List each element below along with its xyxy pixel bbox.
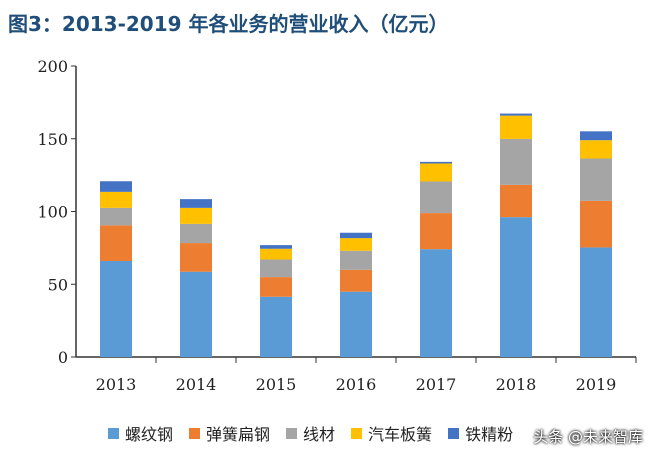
bar-segment-2019-线材 xyxy=(580,158,612,201)
bar-segment-2014-螺纹钢 xyxy=(180,271,212,357)
legend-item: 弹簧扁钢 xyxy=(189,421,270,445)
bar-segment-2013-螺纹钢 xyxy=(100,260,132,357)
bar-segment-2018-线材 xyxy=(500,138,532,185)
bar-segment-2014-弹簧扁钢 xyxy=(180,243,212,272)
bar-segment-2013-铁精粉 xyxy=(100,181,132,192)
bar-segment-2013-线材 xyxy=(100,207,132,226)
bar-segment-2019-弹簧扁钢 xyxy=(580,200,612,248)
legend-item: 铁精粉 xyxy=(448,421,513,445)
legend-label: 螺纹钢 xyxy=(125,425,174,444)
watermark: 头条 @未来智库 xyxy=(533,428,643,446)
y-tick-label: 150 xyxy=(37,130,68,149)
x-tick-label: 2019 xyxy=(576,375,617,394)
legend-label: 汽车板簧 xyxy=(368,425,433,444)
bar-segment-2013-弹簧扁钢 xyxy=(100,225,132,261)
legend: 螺纹钢 弹簧扁钢 线材 汽车板簧 铁精粉 xyxy=(108,421,513,445)
bar-segment-2018-螺纹钢 xyxy=(500,217,532,357)
bar-segment-2016-线材 xyxy=(340,250,372,270)
x-tick-label: 2016 xyxy=(336,375,377,394)
bar-segment-2015-汽车板簧 xyxy=(260,248,292,260)
y-tick-label: 100 xyxy=(37,203,68,222)
bar-segment-2018-弹簧扁钢 xyxy=(500,184,532,218)
chart-title: 图3：2013-2019 年各业务的营业收入（亿元） xyxy=(8,12,449,36)
bar-segment-2014-线材 xyxy=(180,223,212,244)
x-tick-label: 2018 xyxy=(496,375,537,394)
y-tick-label: 0 xyxy=(58,348,68,367)
legend-swatch xyxy=(108,427,119,439)
bar-segment-2015-铁精粉 xyxy=(260,245,292,249)
legend-swatch xyxy=(286,427,298,439)
x-tick-label: 2014 xyxy=(176,375,217,394)
bar-segment-2016-汽车板簧 xyxy=(340,238,372,251)
legend-swatch xyxy=(448,427,460,439)
bar-segment-2019-螺纹钢 xyxy=(580,247,612,357)
bar-segment-2017-铁精粉 xyxy=(420,161,452,164)
x-tick-label: 2015 xyxy=(256,375,297,394)
bar-segment-2016-铁精粉 xyxy=(340,232,372,239)
bar-segment-2016-螺纹钢 xyxy=(340,291,372,357)
legend-item: 线材 xyxy=(286,421,335,445)
legend-swatch xyxy=(351,427,363,439)
x-tick-label: 2017 xyxy=(416,375,457,394)
bar-segment-2018-汽车板簧 xyxy=(500,115,532,139)
legend-label: 线材 xyxy=(303,425,336,444)
bar-segment-2019-汽车板簧 xyxy=(580,140,612,159)
legend-swatch xyxy=(189,427,201,439)
bar-segment-2017-线材 xyxy=(420,181,452,214)
legend-label: 弹簧扁钢 xyxy=(206,425,271,444)
bar-segment-2015-线材 xyxy=(260,259,292,278)
bar-segment-2017-弹簧扁钢 xyxy=(420,213,452,250)
bar-segment-2015-弹簧扁钢 xyxy=(260,277,292,297)
bar-segment-2015-螺纹钢 xyxy=(260,296,292,357)
bar-segment-2017-螺纹钢 xyxy=(420,249,452,357)
legend-item: 螺纹钢 xyxy=(108,421,173,445)
bar-segment-2014-汽车板簧 xyxy=(180,207,212,224)
bar-segment-2019-铁精粉 xyxy=(580,131,612,141)
x-tick-label: 2013 xyxy=(96,375,137,394)
bar-segment-2018-铁精粉 xyxy=(500,113,532,116)
bar-segment-2017-汽车板簧 xyxy=(420,163,452,182)
y-tick-label: 50 xyxy=(48,275,68,294)
bar-segment-2013-汽车板簧 xyxy=(100,191,132,208)
legend-item: 汽车板簧 xyxy=(351,421,432,445)
bar-segment-2016-弹簧扁钢 xyxy=(340,269,372,292)
legend-label: 铁精粉 xyxy=(465,425,514,444)
y-tick-label: 200 xyxy=(37,57,68,76)
bar-segment-2014-铁精粉 xyxy=(180,199,212,208)
